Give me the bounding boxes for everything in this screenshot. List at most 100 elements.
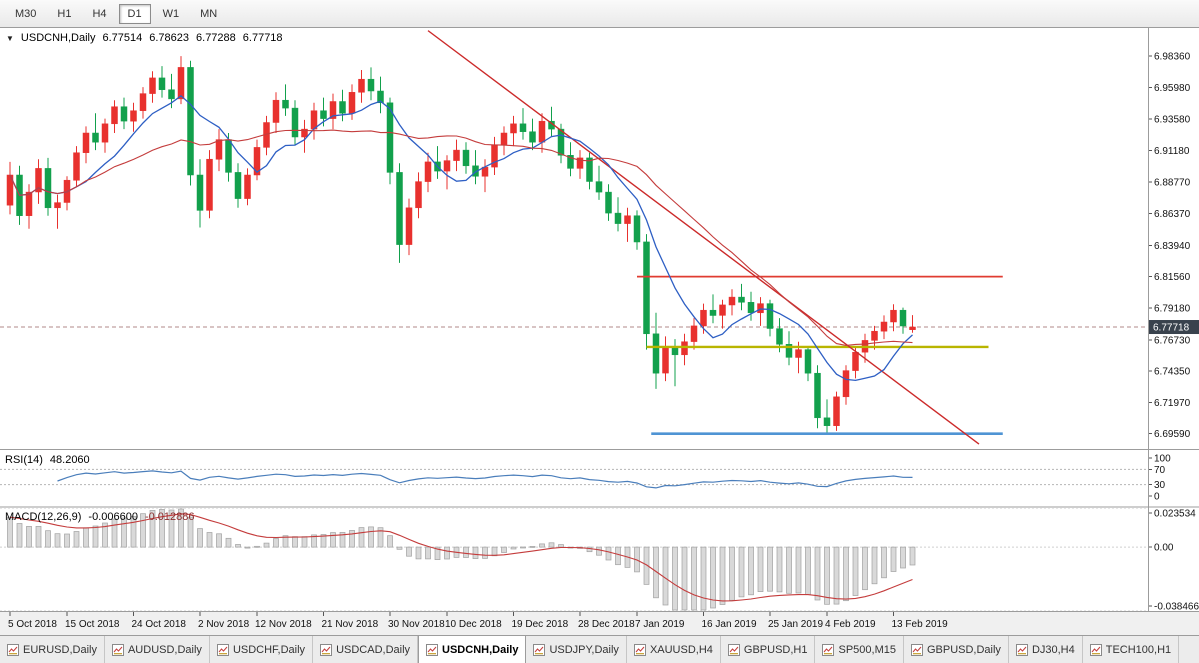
macd-signal-line <box>9 513 913 602</box>
symbol-tab-tech100[interactable]: TECH100,H1 <box>1083 636 1180 663</box>
symbol-tabbar: EURUSD,Daily AUDUSD,Daily USDCHF,Daily USDC… <box>0 635 1199 663</box>
date-axis-label: 5 Oct 2018 <box>8 619 57 630</box>
price-axis-label: 6.93580 <box>1154 114 1191 125</box>
macd-signal-value: -0.012886 <box>144 511 195 523</box>
symbol-tab-gbpusd[interactable]: GBPUSD,Daily <box>904 636 1009 663</box>
symbol-tab-label: EURUSD,Daily <box>23 643 97 656</box>
symbol-tab-label: USDCNH,Daily <box>442 643 519 656</box>
rsi-indicator-label: RSI(14) 48.2060 <box>5 454 90 466</box>
candles-layer <box>6 56 916 434</box>
rsi-name: RSI(14) <box>5 454 43 466</box>
chart-canvas[interactable]: 6.98360 6.95980 6.93580 6.91180 6.88770 6.863… <box>0 28 1199 635</box>
descending-trendline[interactable] <box>427 30 980 445</box>
timeframe-button-mn[interactable]: MN <box>191 4 226 24</box>
date-axis-label: 13 Feb 2019 <box>892 619 949 630</box>
date-axis-label: 12 Nov 2018 <box>255 619 312 630</box>
chart-area: 6.98360 6.95980 6.93580 6.91180 6.88770 6.863… <box>0 28 1199 635</box>
date-axis-label: 24 Oct 2018 <box>132 619 187 630</box>
rsi-axis-label: 70 <box>1154 465 1166 476</box>
symbol-tab-audusd[interactable]: AUDUSD,Daily <box>105 636 210 663</box>
macd-indicator-label: MACD(12,26,9) -0.006600 -0.012886 <box>5 511 195 523</box>
main-price-panel[interactable] <box>0 30 1148 445</box>
symbol-tab-label: TECH100,H1 <box>1105 643 1172 656</box>
symbol-tab-dj30[interactable]: DJ30,H4 <box>1009 636 1083 663</box>
macd-panel[interactable] <box>0 508 1148 611</box>
symbol-tab-label: USDJPY,Daily <box>549 643 619 656</box>
mini-chart-icon <box>633 643 646 656</box>
symbol-tab-usdcad[interactable]: USDCAD,Daily <box>313 636 419 663</box>
current-price-badge-text: 6.77718 <box>1153 323 1190 334</box>
symbol-tab-label: GBPUSD,H1 <box>743 643 808 656</box>
symbol-tab-eurusd[interactable]: EURUSD,Daily <box>0 636 105 663</box>
mini-chart-icon <box>426 643 439 656</box>
symbol-tab-label: GBPUSD,Daily <box>926 643 1001 656</box>
price-axis-label: 6.79180 <box>1154 303 1191 314</box>
ohlc-low-value: 6.77288 <box>196 32 236 44</box>
mini-chart-icon <box>533 643 546 656</box>
symbol-tab-sp500[interactable]: SP500,M15 <box>815 636 904 663</box>
price-axis-label: 6.88770 <box>1154 177 1191 188</box>
mini-chart-icon <box>320 643 333 656</box>
ma-slow-line <box>9 129 913 346</box>
timeframe-button-m30[interactable]: M30 <box>6 4 45 24</box>
ohlc-open-value: 6.77514 <box>102 32 143 44</box>
timeframe-button-d1[interactable]: D1 <box>118 3 151 24</box>
mini-chart-icon <box>1015 643 1028 656</box>
price-axis-label: 6.69590 <box>1154 429 1191 440</box>
price-axis-label: 6.71970 <box>1154 398 1191 409</box>
macd-histogram <box>7 508 916 611</box>
price-axis-label: 6.91180 <box>1154 146 1190 157</box>
price-axis-label: 6.86370 <box>1154 209 1191 220</box>
price-axis-label: 6.76730 <box>1154 335 1191 346</box>
symbol-tab-label: SP500,M15 <box>838 643 896 656</box>
rsi-axis-label: 0 <box>1154 492 1160 503</box>
date-axis-label: 30 Nov 2018 <box>388 619 445 630</box>
mini-chart-icon <box>216 643 229 656</box>
price-axis-label: 6.81560 <box>1154 272 1191 283</box>
rsi-line <box>57 470 913 489</box>
date-axis-label: 19 Dec 2018 <box>512 619 569 630</box>
macd-value: -0.006600 <box>88 511 138 523</box>
chart-symbol-label: USDCNH,Daily <box>20 32 96 44</box>
current-price-badge <box>1149 320 1199 335</box>
timeframe-button-h1[interactable]: H1 <box>48 4 80 24</box>
rsi-axis-label: 100 <box>1154 454 1171 465</box>
symbol-tab-usdjpy[interactable]: USDJPY,Daily <box>526 636 627 663</box>
date-axis-label: 4 Feb 2019 <box>825 619 876 630</box>
timeframe-toolbar: M30 H1 H4 D1 W1 MN <box>0 0 1199 28</box>
ma-fast-line <box>9 94 913 382</box>
one-click-trading-arrow-icon[interactable]: ▼ <box>6 33 14 43</box>
symbol-tab-xauusd[interactable]: XAUUSD,H4 <box>627 636 721 663</box>
symbol-tab-label: DJ30,H4 <box>1031 643 1075 656</box>
price-axis-label: 6.83940 <box>1154 241 1191 252</box>
price-axis-label: 6.74350 <box>1154 367 1191 378</box>
time-axis-strip <box>0 612 1199 635</box>
mini-chart-icon <box>822 643 835 656</box>
macd-axis-label: 0.00 <box>1154 543 1174 554</box>
rsi-panel[interactable] <box>0 468 1148 489</box>
mini-chart-icon <box>1089 643 1102 656</box>
date-axis-label: 16 Jan 2019 <box>702 619 757 630</box>
date-axis-label: 21 Nov 2018 <box>322 619 379 630</box>
date-axis-label: 7 Jan 2019 <box>635 619 685 630</box>
ohlc-high-value: 6.78623 <box>149 32 190 44</box>
timeframe-button-h4[interactable]: H4 <box>83 4 115 24</box>
mini-chart-icon <box>7 643 19 656</box>
time-axis: 5 Oct 2018 15 Oct 2018 24 Oct 2018 2 Nov 20… <box>8 612 948 630</box>
date-axis-label: 28 Dec 2018 <box>578 619 635 630</box>
symbol-tab-usdchf[interactable]: USDCHF,Daily <box>210 636 314 663</box>
timeframe-button-w1[interactable]: W1 <box>154 4 189 24</box>
macd-name: MACD(12,26,9) <box>5 511 82 523</box>
macd-axis-label: 0.023534 <box>1154 509 1196 520</box>
symbol-tab-label: AUDUSD,Daily <box>127 643 202 656</box>
symbol-tab-label: USDCHF,Daily <box>232 643 306 656</box>
rsi-axis-label: 30 <box>1154 480 1166 491</box>
price-scale: 6.98360 6.95980 6.93580 6.91180 6.88770 6.863… <box>1148 52 1199 440</box>
symbol-tab-usdcnh[interactable]: USDCNH,Daily <box>418 636 527 663</box>
date-axis-label: 10 Dec 2018 <box>445 619 502 630</box>
price-axis-label: 6.98360 <box>1154 52 1191 63</box>
symbol-tab-gbpusd[interactable]: GBPUSD,H1 <box>721 636 816 663</box>
chart-info-line: ▼ USDCNH,Daily 6.77514 6.78623 6.77288 6… <box>6 32 283 44</box>
ohlc-close-value: 6.77718 <box>242 32 283 44</box>
